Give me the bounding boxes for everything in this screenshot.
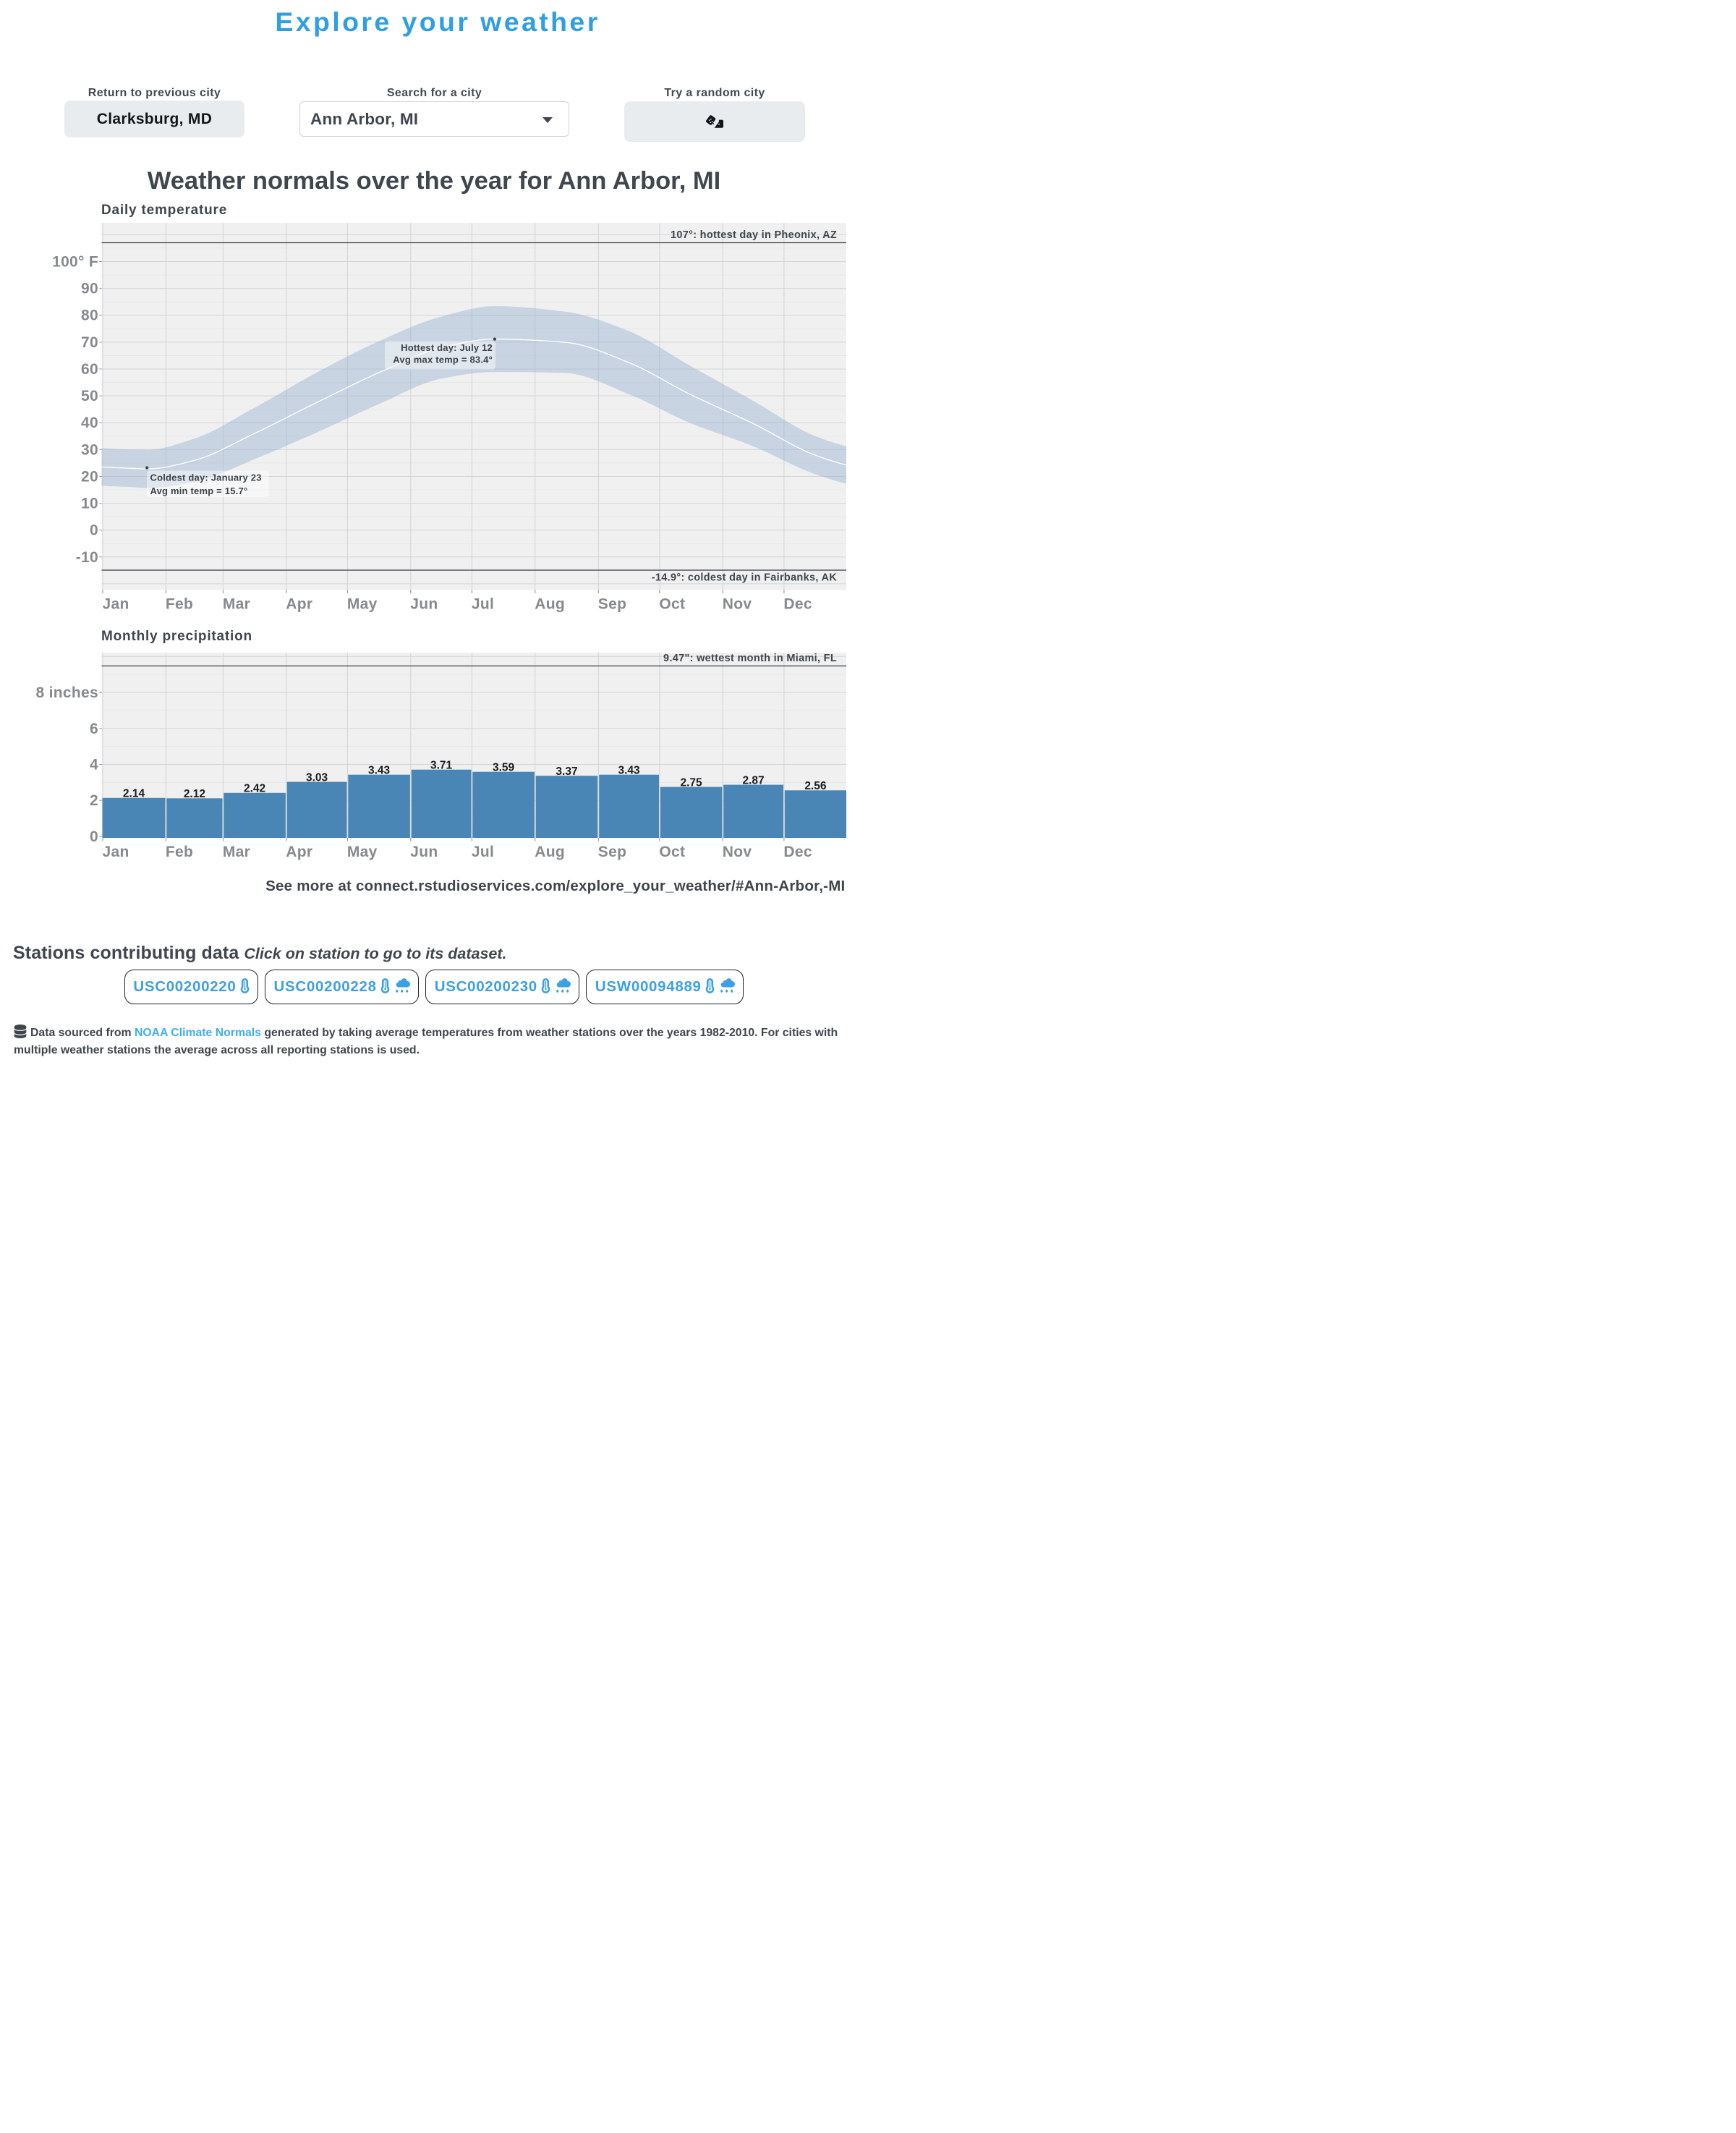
svg-text:Jun: Jun xyxy=(410,844,438,860)
svg-text:Sep: Sep xyxy=(598,844,626,860)
svg-text:Jan: Jan xyxy=(103,596,129,613)
svg-text:0: 0 xyxy=(90,828,98,845)
svg-text:Apr: Apr xyxy=(286,596,312,613)
svg-text:100° F: 100° F xyxy=(52,254,98,271)
svg-text:80: 80 xyxy=(81,308,98,324)
svg-text:Oct: Oct xyxy=(659,596,685,613)
svg-text:May: May xyxy=(347,596,378,613)
svg-text:Jul: Jul xyxy=(472,844,494,860)
svg-text:2.87: 2.87 xyxy=(743,774,765,786)
svg-text:3.59: 3.59 xyxy=(493,762,515,774)
svg-text:Mar: Mar xyxy=(223,596,250,613)
svg-text:Jun: Jun xyxy=(410,596,438,613)
svg-text:3.03: 3.03 xyxy=(306,771,328,784)
svg-text:3.71: 3.71 xyxy=(430,760,453,772)
svg-text:50: 50 xyxy=(81,388,98,404)
svg-text:70: 70 xyxy=(81,334,98,351)
svg-text:2.56: 2.56 xyxy=(804,780,827,792)
svg-text:Coldest day: January 23: Coldest day: January 23 xyxy=(150,472,262,483)
svg-text:Jan: Jan xyxy=(103,844,129,860)
svg-text:Apr: Apr xyxy=(286,844,312,860)
svg-text:40: 40 xyxy=(81,415,98,431)
svg-text:0: 0 xyxy=(90,522,98,539)
svg-text:May: May xyxy=(347,844,378,860)
svg-text:90: 90 xyxy=(81,281,98,297)
svg-text:Jul: Jul xyxy=(472,596,494,613)
svg-text:Aug: Aug xyxy=(535,844,565,860)
svg-text:Feb: Feb xyxy=(166,596,193,613)
svg-text:Nov: Nov xyxy=(723,844,752,860)
svg-text:Feb: Feb xyxy=(166,844,193,860)
svg-text:Dec: Dec xyxy=(783,596,812,613)
svg-text:6: 6 xyxy=(90,721,98,737)
svg-text:2.12: 2.12 xyxy=(184,788,205,800)
svg-text:30: 30 xyxy=(81,441,98,458)
svg-text:Oct: Oct xyxy=(659,844,685,860)
svg-text:Nov: Nov xyxy=(723,596,752,613)
svg-text:20: 20 xyxy=(81,469,98,485)
svg-text:Dec: Dec xyxy=(783,844,812,860)
svg-text:-10: -10 xyxy=(76,549,98,566)
svg-text:3.43: 3.43 xyxy=(618,765,641,777)
svg-text:2.14: 2.14 xyxy=(123,788,145,800)
svg-text:2.42: 2.42 xyxy=(244,783,265,795)
svg-text:107°: hottest day in Pheonix,: 107°: hottest day in Pheonix, AZ xyxy=(671,229,837,241)
svg-text:Sep: Sep xyxy=(598,596,626,613)
svg-text:8 inches: 8 inches xyxy=(36,684,98,701)
svg-text:Aug: Aug xyxy=(535,596,565,613)
svg-text:-14.9°: coldest day in Fairban: -14.9°: coldest day in Fairbanks, AK xyxy=(652,572,837,584)
svg-text:9.47": wettest month in Miami,: 9.47": wettest month in Miami, FL xyxy=(663,653,837,664)
svg-text:Hottest day: July 12: Hottest day: July 12 xyxy=(401,342,493,353)
svg-text:Avg min temp = 15.7°: Avg min temp = 15.7° xyxy=(150,485,248,496)
svg-text:4: 4 xyxy=(90,757,98,773)
svg-text:3.37: 3.37 xyxy=(556,766,577,778)
svg-text:3.43: 3.43 xyxy=(368,765,391,777)
svg-text:2.75: 2.75 xyxy=(681,776,703,789)
svg-text:10: 10 xyxy=(81,496,98,512)
svg-text:Mar: Mar xyxy=(223,844,250,860)
svg-text:2: 2 xyxy=(90,792,98,809)
svg-text:Avg max temp = 83.4°: Avg max temp = 83.4° xyxy=(393,355,493,365)
svg-text:60: 60 xyxy=(81,361,98,378)
